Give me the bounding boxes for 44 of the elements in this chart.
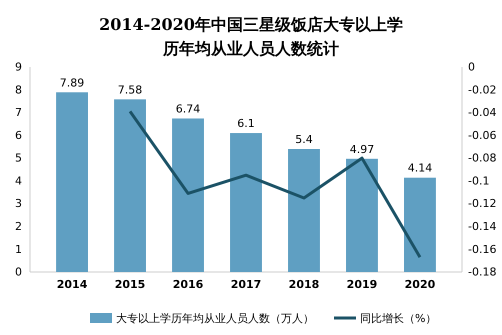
y2-tick-label: -0.16 (468, 242, 496, 256)
bar (346, 158, 378, 272)
bar (114, 99, 146, 272)
data-label: 5.4 (295, 133, 313, 146)
x-tick-label: 2016 (172, 278, 204, 291)
legend-label: 大专以上学历年均从业人员人数（万人） (116, 312, 314, 325)
data-label: 7.58 (118, 83, 142, 96)
data-label: 4.14 (408, 162, 432, 175)
y-tick-label: 9 (15, 60, 22, 74)
y-tick-label: 2 (15, 220, 22, 233)
y2-tick-label: -0.18 (468, 266, 496, 279)
bar (56, 92, 88, 272)
y2-tick-label: -0.1 (468, 174, 490, 188)
y2-tick-label: -0.08 (468, 152, 496, 165)
y-tick-label: 6 (15, 128, 22, 142)
bar (288, 149, 320, 272)
chart-title: 2014-2020年中国三星级饭店大专以上学历年均从业人员人数统计 (99, 15, 403, 58)
bar (172, 118, 204, 272)
x-tick-label: 2015 (114, 278, 146, 291)
y2-tick-label: -0.12 (468, 197, 496, 210)
y2-tick-label: 0 (468, 60, 475, 74)
x-tick-label: 2014 (56, 278, 88, 291)
data-label: 7.89 (60, 76, 84, 90)
data-label: 6.74 (176, 102, 200, 116)
y2-tick-label: -0.02 (468, 83, 496, 96)
y-tick-label: 7 (15, 106, 22, 120)
y-tick-label: 4 (15, 174, 22, 188)
y-tick-label: 1 (15, 242, 22, 256)
data-label: 6.1 (237, 117, 255, 130)
x-tick-label: 2019 (346, 278, 378, 291)
y-tick-label: 5 (15, 152, 22, 165)
x-tick-label: 2018 (288, 278, 320, 291)
x-tick-label: 2020 (404, 278, 436, 291)
data-label: 4.97 (350, 142, 374, 156)
legend-label: 同比增长（%） (360, 312, 436, 325)
bar (230, 133, 262, 272)
y-tick-label: 0 (15, 266, 22, 279)
y2-tick-label: -0.06 (468, 128, 496, 142)
y2-tick-label: -0.14 (468, 220, 496, 233)
y2-tick-label: -0.04 (468, 106, 496, 120)
y-tick-label: 3 (15, 197, 22, 210)
x-tick-label: 2017 (230, 278, 262, 291)
bar (404, 178, 436, 272)
y-tick-label: 8 (15, 83, 22, 96)
